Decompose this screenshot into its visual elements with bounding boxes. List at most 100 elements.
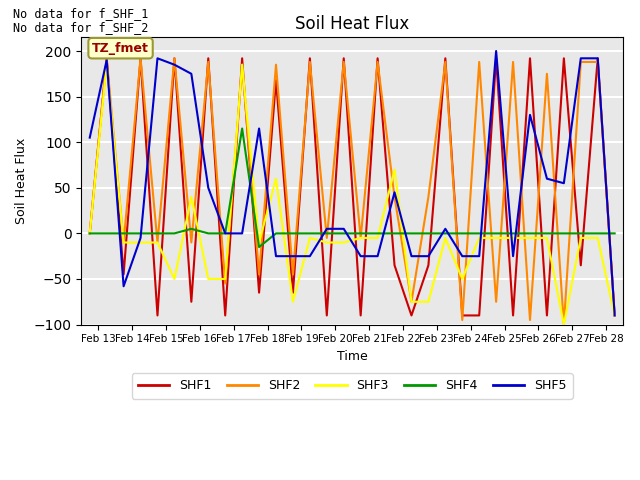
- SHF4: [577, 230, 584, 236]
- SHF4: [255, 244, 263, 250]
- SHF3: [611, 312, 618, 318]
- SHF3: [323, 240, 331, 245]
- SHF1: [509, 312, 517, 318]
- SHF1: [611, 312, 618, 318]
- SHF3: [492, 235, 500, 241]
- SHF1: [577, 263, 584, 268]
- SHF5: [120, 283, 127, 289]
- SHF3: [204, 276, 212, 282]
- SHF5: [577, 55, 584, 61]
- SHF4: [424, 230, 432, 236]
- SHF3: [509, 235, 517, 241]
- SHF3: [408, 299, 415, 305]
- SHF3: [86, 230, 93, 236]
- SHF4: [171, 230, 179, 236]
- SHF1: [340, 55, 348, 61]
- SHF4: [306, 230, 314, 236]
- SHF4: [154, 230, 161, 236]
- SHF4: [357, 230, 365, 236]
- SHF3: [154, 240, 161, 245]
- SHF2: [238, 62, 246, 68]
- SHF2: [458, 317, 466, 323]
- SHF4: [272, 230, 280, 236]
- SHF4: [86, 230, 93, 236]
- SHF3: [272, 176, 280, 181]
- SHF5: [188, 71, 195, 77]
- X-axis label: Time: Time: [337, 350, 367, 363]
- Line: SHF2: SHF2: [90, 58, 614, 324]
- SHF1: [323, 312, 331, 318]
- Text: No data for f_SHF_1: No data for f_SHF_1: [13, 7, 148, 20]
- SHF2: [509, 59, 517, 65]
- SHF2: [289, 272, 297, 277]
- SHF5: [204, 185, 212, 191]
- SHF1: [408, 312, 415, 318]
- SHF3: [357, 235, 365, 241]
- SHF3: [390, 167, 398, 172]
- SHF3: [594, 235, 602, 241]
- SHF1: [458, 312, 466, 318]
- SHF3: [526, 235, 534, 241]
- SHF5: [221, 230, 229, 236]
- SHF5: [306, 253, 314, 259]
- SHF2: [442, 59, 449, 65]
- SHF1: [526, 55, 534, 61]
- SHF4: [289, 230, 297, 236]
- Text: No data for f_SHF_2: No data for f_SHF_2: [13, 21, 148, 34]
- SHF4: [476, 230, 483, 236]
- SHF1: [306, 55, 314, 61]
- SHF3: [171, 276, 179, 282]
- SHF3: [442, 235, 449, 241]
- SHF5: [492, 48, 500, 54]
- SHF3: [306, 235, 314, 241]
- SHF2: [323, 235, 331, 241]
- SHF4: [611, 230, 618, 236]
- SHF1: [120, 272, 127, 277]
- SHF5: [137, 235, 145, 241]
- SHF5: [560, 180, 568, 186]
- SHF5: [340, 226, 348, 232]
- SHF2: [103, 55, 111, 61]
- SHF4: [188, 226, 195, 232]
- SHF4: [137, 230, 145, 236]
- SHF2: [306, 59, 314, 65]
- Line: SHF5: SHF5: [90, 51, 614, 315]
- SHF5: [289, 253, 297, 259]
- SHF5: [171, 62, 179, 68]
- SHF2: [492, 299, 500, 305]
- SHF2: [137, 55, 145, 61]
- SHF4: [103, 230, 111, 236]
- SHF1: [357, 312, 365, 318]
- SHF3: [137, 240, 145, 245]
- SHF1: [442, 55, 449, 61]
- SHF5: [458, 253, 466, 259]
- SHF1: [543, 312, 551, 318]
- SHF2: [171, 55, 179, 61]
- SHF3: [120, 240, 127, 245]
- SHF2: [255, 272, 263, 277]
- SHF3: [476, 235, 483, 241]
- SHF5: [154, 55, 161, 61]
- SHF5: [272, 253, 280, 259]
- SHF2: [204, 59, 212, 65]
- SHF3: [577, 235, 584, 241]
- SHF1: [390, 263, 398, 268]
- SHF4: [204, 230, 212, 236]
- SHF3: [221, 276, 229, 282]
- SHF5: [526, 112, 534, 118]
- SHF5: [509, 253, 517, 259]
- SHF5: [476, 253, 483, 259]
- SHF2: [188, 240, 195, 245]
- SHF2: [611, 312, 618, 318]
- SHF2: [560, 322, 568, 327]
- SHF1: [374, 55, 381, 61]
- SHF4: [390, 230, 398, 236]
- SHF1: [137, 55, 145, 61]
- SHF1: [492, 55, 500, 61]
- SHF1: [171, 55, 179, 61]
- SHF1: [103, 55, 111, 61]
- SHF5: [594, 55, 602, 61]
- SHF5: [255, 126, 263, 132]
- SHF2: [577, 59, 584, 65]
- Title: Soil Heat Flux: Soil Heat Flux: [295, 15, 410, 33]
